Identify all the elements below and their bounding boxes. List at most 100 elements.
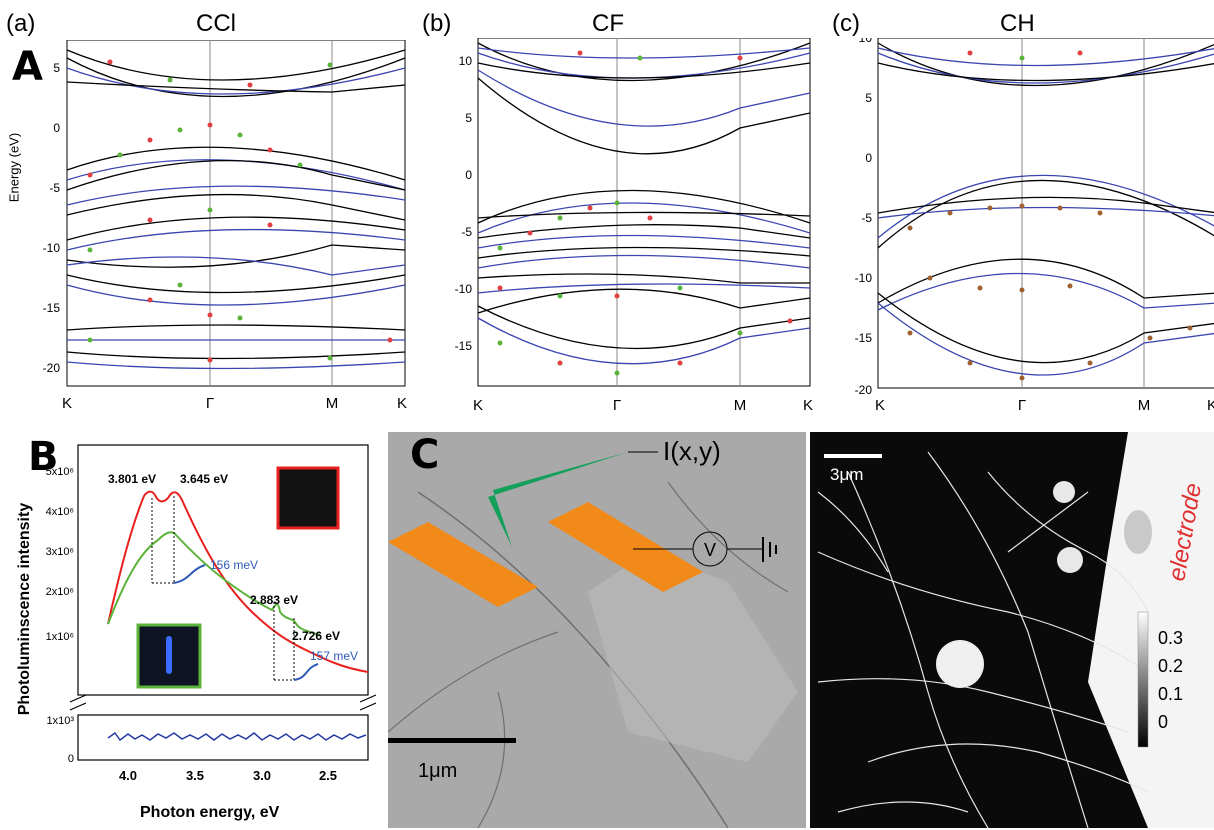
panel-a-tag: (a) xyxy=(6,10,36,37)
panel-B-ytick: 2x10⁶ xyxy=(46,586,74,598)
panel-a-ytick: -15 xyxy=(43,301,61,315)
panel-C-particle xyxy=(1124,510,1152,554)
panel-C-particle xyxy=(1057,547,1083,573)
panel-c-bands xyxy=(877,42,1214,376)
panel-C-crack xyxy=(477,691,506,828)
panel-B-frame-upper xyxy=(77,444,369,696)
panel-B-ytick: 3x10⁶ xyxy=(46,546,74,558)
panel-B-ytick: 1x10⁶ xyxy=(46,631,74,643)
panel-C-particle xyxy=(936,640,984,688)
panel-C-colorbar xyxy=(1137,611,1149,748)
panel-B-ytick: 4x10⁶ xyxy=(46,506,74,518)
panel-B-break-mark xyxy=(359,694,377,703)
panel-b-xtick: K xyxy=(803,397,813,414)
panel-b-bands xyxy=(477,42,811,365)
panel-c-ytick: -5 xyxy=(861,211,872,225)
panel-B-green-curve xyxy=(107,531,321,636)
panel-c-xtick: K xyxy=(1207,397,1214,414)
panel-B-xtick: 3.5 xyxy=(186,768,204,783)
panel-B-red-curve xyxy=(107,490,369,673)
panel-C-colorbar-tick: 0.2 xyxy=(1158,656,1183,676)
panel-a-xtick: Γ xyxy=(206,395,214,412)
panel-b-ytick: 5 xyxy=(465,111,472,125)
panel-b-tag: (b) xyxy=(422,10,452,37)
panel-B-plot: 3.801 eV 3.645 eV 156 meV 2.883 eV 2.726… xyxy=(46,444,377,783)
panel-C-left-electrode xyxy=(388,522,538,607)
panel-C-flake xyxy=(588,552,798,762)
panel-b-ytick: -5 xyxy=(461,225,472,239)
panel-C-current-label: I(x,y) xyxy=(663,436,721,466)
panel-C-crack xyxy=(417,491,729,828)
panel-B-arrow xyxy=(293,663,319,681)
panel-B-label: B xyxy=(28,434,59,480)
panel-C-label: C xyxy=(410,432,440,478)
panel-B-xtick: 3.0 xyxy=(253,768,271,783)
panel-B-ylabel: Photoluminscence intensity xyxy=(16,502,33,716)
panel-B-xlabel: Photon energy, eV xyxy=(140,804,280,821)
panel-a-ytick: 5 xyxy=(53,61,60,75)
panel-B-annotation: 3.645 eV xyxy=(180,472,228,486)
panel-a-xtick: K xyxy=(62,395,72,412)
panel-a-plot: 5 0 -5 -10 -15 -20 K Γ M K xyxy=(43,40,407,412)
panel-B-ytick: 1x10³ xyxy=(46,715,74,727)
panel-B-red-inset xyxy=(276,466,340,530)
panel-B-annotation: 3.801 eV xyxy=(108,472,156,486)
panel-a-markers xyxy=(87,59,393,363)
panel-b-plot: 10 5 0 -5 -10 -15 K Γ M K xyxy=(455,38,813,414)
panel-B-blue-streak xyxy=(166,636,172,674)
panel-C-crack xyxy=(667,481,789,593)
panel-C-figure: I(x,y) V 1μm 3μm electrode 0.3 0.2 0.1 0 xyxy=(388,432,1214,828)
panel-C-network xyxy=(817,451,1149,828)
panel-a-ytick: -20 xyxy=(43,361,61,375)
panel-B-annotation: 156 meV xyxy=(210,558,258,572)
panel-c-xtick: Γ xyxy=(1018,397,1026,414)
panel-c-plot: 10 5 0 -5 -10 -15 -20 K Γ M K xyxy=(855,38,1214,414)
panel-C-scalebar-right xyxy=(824,454,882,458)
panel-b-ytick: 0 xyxy=(465,168,472,182)
panel-B-arrow xyxy=(173,564,206,584)
panel-a-frame xyxy=(66,40,406,387)
panel-C-colorbar-tick: 0 xyxy=(1158,712,1168,732)
panel-C-scale-right: 3μm xyxy=(830,465,863,484)
panel-C-scale-left: 1μm xyxy=(418,760,457,782)
panel-a-bands xyxy=(66,49,406,370)
panel-a-title: CCl xyxy=(196,10,236,37)
panel-C-particle xyxy=(1053,481,1075,503)
panel-c-frame xyxy=(877,38,1214,389)
panel-B-annotation: 2.726 eV xyxy=(292,629,340,643)
panel-C-crack xyxy=(388,631,559,733)
panel-A-label: A xyxy=(12,44,43,90)
panel-c-tag: (c) xyxy=(832,10,860,37)
panel-c-xtick: K xyxy=(875,397,885,414)
panel-B-break-mark xyxy=(69,694,87,703)
panel-B-annotation: 157 meV xyxy=(310,649,358,663)
panel-c-title: CH xyxy=(1000,10,1035,37)
panel-B-xtick: 2.5 xyxy=(319,768,337,783)
panel-c-xtick: M xyxy=(1138,397,1151,414)
panel-B-blue-curve xyxy=(107,731,367,742)
panel-B-ytick: 5x10⁶ xyxy=(46,466,74,478)
panel-a-ylabel: Energy (eV) xyxy=(6,132,22,203)
panel-b-xtick: M xyxy=(734,397,747,414)
panel-b-markers xyxy=(497,50,793,376)
panel-C-voltage-label: V xyxy=(704,540,716,560)
panel-a-ytick: 0 xyxy=(53,121,60,135)
panel-b-ytick: 10 xyxy=(459,54,473,68)
panel-B-annotation: 2.883 eV xyxy=(250,593,298,607)
panel-c-ytick: 0 xyxy=(865,151,872,165)
panel-b-xtick: K xyxy=(473,397,483,414)
panel-b-title: CF xyxy=(592,10,624,37)
panel-C-right-electrode xyxy=(548,502,703,592)
panel-B-break-mark xyxy=(359,702,377,711)
panel-B-frame-lower xyxy=(77,714,369,761)
panel-B-break-mark xyxy=(69,702,87,711)
panel-B-ytick: 0 xyxy=(68,753,74,765)
panel-b-ytick: -15 xyxy=(455,339,473,353)
panel-a-xtick: K xyxy=(397,395,407,412)
panel-B-xtick: 4.0 xyxy=(119,768,137,783)
panel-a-ytick: -5 xyxy=(49,181,60,195)
panel-C-colorbar-tick: 0.3 xyxy=(1158,628,1183,648)
panel-C-scalebar-left xyxy=(388,738,516,743)
panel-b-xtick: Γ xyxy=(613,397,621,414)
panel-a-ytick: -10 xyxy=(43,241,61,255)
